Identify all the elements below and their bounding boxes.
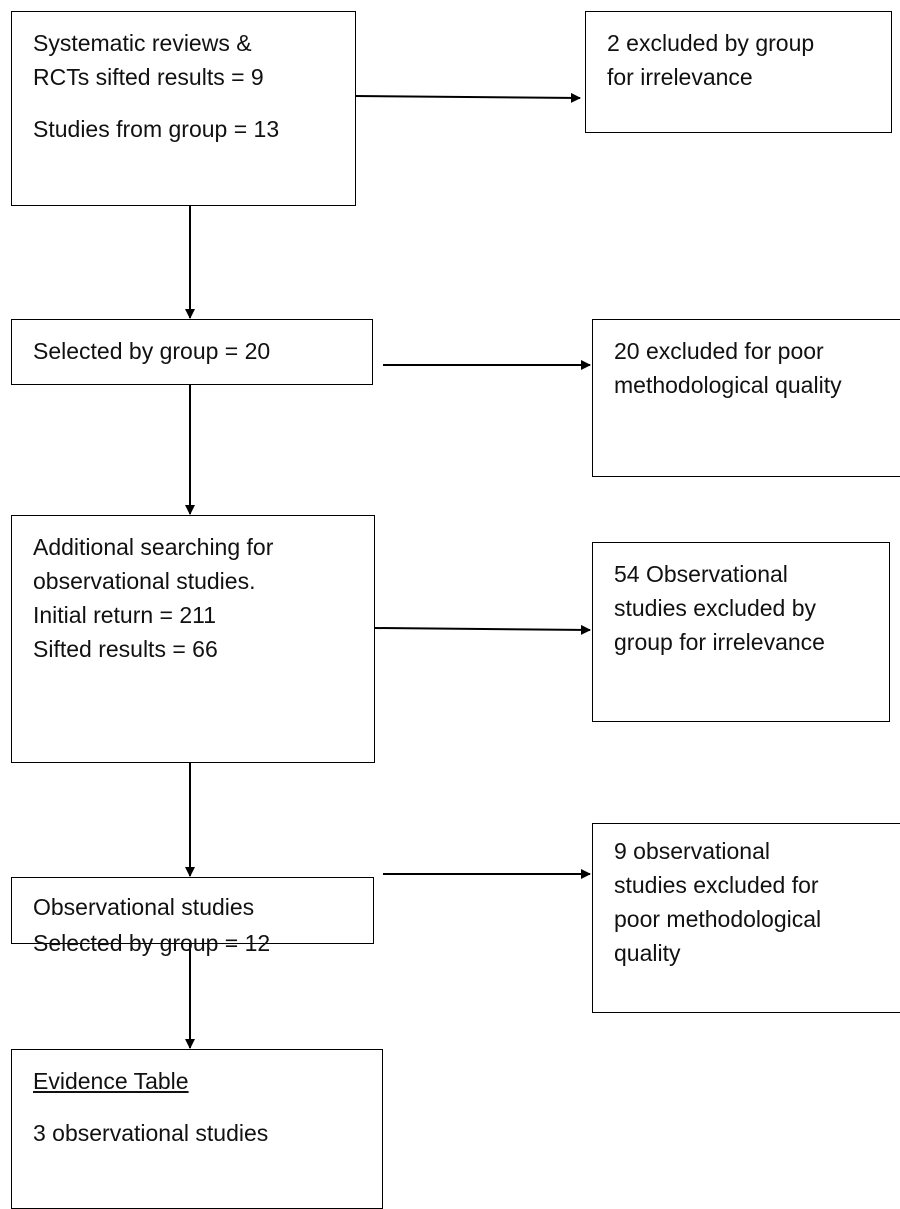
box-observational-selected: Observational studies Selected by group … — [11, 877, 374, 956]
box3-line4: Sifted results = 66 — [33, 636, 218, 662]
box-additional-searching: Additional searching for observational s… — [11, 515, 375, 763]
excl3-line1: 54 Observational — [614, 561, 788, 587]
box3-line3: Initial return = 211 — [33, 602, 217, 628]
excl-box-irrelevance: 2 excluded by group for irrelevance — [585, 11, 892, 133]
excl1-line1: 2 excluded by group — [607, 30, 815, 56]
box5-line1: 3 observational studies — [33, 1120, 269, 1146]
excl4-line2: studies excluded for — [614, 872, 819, 898]
arrow-box3-to-excl3 — [374, 624, 591, 635]
box1-line3: Studies from group = 13 — [33, 116, 280, 142]
evidence-table-heading: Evidence Table — [33, 1068, 189, 1094]
excl4-line4: quality — [614, 940, 681, 966]
box-selected-by-group: Selected by group = 20 — [11, 319, 373, 385]
excl-box-poor-quality: 20 excluded for poor methodological qual… — [592, 319, 900, 477]
excl3-line3: group for irrelevance — [614, 629, 825, 655]
box1-line1: Systematic reviews & — [33, 30, 252, 56]
excl4-line1: 9 observational — [614, 838, 770, 864]
excl2-line1: 20 excluded for poor — [614, 338, 824, 364]
excl-box-observational-irrelevance: 54 Observational studies excluded by gro… — [592, 542, 890, 722]
excl4-line3: poor methodological — [614, 906, 822, 932]
excl2-line2: methodological quality — [614, 372, 842, 398]
arrow-box1-to-excl1 — [354, 92, 581, 103]
box4-line2: Selected by group = 12 — [33, 930, 271, 956]
box3-line1: Additional searching for — [33, 534, 274, 560]
excl-box-observational-poor-quality: 9 observational studies excluded for poo… — [592, 823, 900, 1013]
box4-line1: Observational studies — [33, 894, 255, 920]
box1-line2: RCTs sifted results = 9 — [33, 64, 264, 90]
box-systematic-reviews: Systematic reviews & RCTs sifted results… — [11, 11, 356, 206]
box-evidence-table: Evidence Table 3 observational studies — [11, 1049, 383, 1209]
excl3-line2: studies excluded by — [614, 595, 817, 621]
box2-line1: Selected by group = 20 — [33, 338, 271, 364]
excl1-line2: for irrelevance — [607, 64, 753, 90]
box3-line2: observational studies. — [33, 568, 256, 594]
